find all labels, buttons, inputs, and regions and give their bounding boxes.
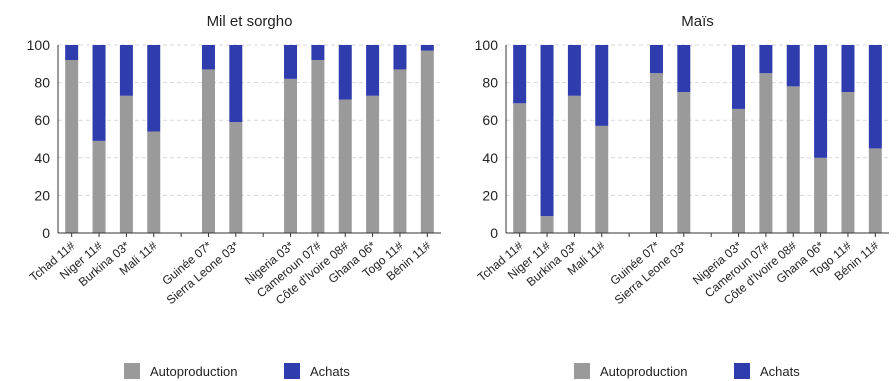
bar-achats-cote-d-ivoire-08	[338, 45, 352, 100]
bar-autoproduction-togo-11	[841, 92, 855, 233]
y-tick-label: 0	[490, 225, 498, 241]
bar-autoproduction-benin-11	[868, 148, 882, 233]
y-tick-label: 20	[482, 187, 498, 203]
y-tick-label: 100	[27, 37, 51, 53]
bar-autoproduction-mali-11	[147, 131, 161, 233]
bar-achats-cote-d-ivoire-08	[786, 45, 800, 87]
bar-autoproduction-benin-11	[420, 50, 434, 233]
y-tick-label: 80	[34, 75, 50, 91]
bar-achats-ghana-06	[814, 45, 828, 158]
bar-autoproduction-burkina-03	[567, 95, 581, 233]
bar-autoproduction-burkina-03	[119, 95, 133, 233]
bar-autoproduction-sierra-leone-03	[229, 122, 243, 233]
bar-achats-niger-11	[540, 45, 554, 217]
bar-autoproduction-cote-d-ivoire-08	[786, 86, 800, 233]
bar-achats-ghana-06	[366, 45, 380, 96]
bar-achats-togo-11	[393, 45, 407, 70]
bar-achats-nigeria-03	[732, 45, 746, 109]
bar-autoproduction-tchad-11	[65, 60, 79, 233]
legend-label-autoproduction: Autoproduction	[600, 364, 687, 379]
bar-autoproduction-nigeria-03	[732, 108, 746, 233]
bar-achats-burkina-03	[119, 45, 133, 96]
bar-autoproduction-sierra-leone-03	[677, 92, 691, 233]
bar-achats-mali-11	[595, 45, 609, 126]
bar-autoproduction-togo-11	[393, 69, 407, 233]
bar-achats-nigeria-03	[284, 45, 298, 79]
y-tick-label: 60	[34, 112, 50, 128]
legend-label-achats: Achats	[310, 364, 350, 379]
bar-achats-niger-11	[92, 45, 106, 141]
bar-achats-sierra-leone-03	[677, 45, 691, 92]
chart-title: Mil et sorgho	[207, 13, 293, 30]
bar-autoproduction-nigeria-03	[284, 78, 298, 233]
bar-autoproduction-cote-d-ivoire-08	[338, 99, 352, 234]
legend-swatch-achats	[284, 363, 300, 379]
legend-label-achats: Achats	[760, 364, 800, 379]
y-tick-label: 100	[475, 37, 499, 53]
chart-title: Maïs	[681, 13, 714, 30]
bar-autoproduction-tchad-11	[513, 103, 527, 233]
bar-achats-guinee-07	[201, 45, 215, 70]
legend-label-autoproduction: Autoproduction	[150, 364, 237, 379]
legend-swatch-autoproduction	[574, 363, 590, 379]
bar-achats-burkina-03	[567, 45, 581, 96]
bar-autoproduction-cameroun-07	[311, 60, 325, 233]
bar-achats-togo-11	[841, 45, 855, 92]
y-tick-label: 20	[34, 187, 50, 203]
bar-autoproduction-guinee-07	[649, 73, 663, 233]
bar-autoproduction-guinee-07	[201, 69, 215, 233]
legend: Autoproduction Achats Autoproduction Achats	[124, 363, 800, 379]
bar-achats-sierra-leone-03	[229, 45, 243, 123]
bar-autoproduction-ghana-06	[814, 157, 828, 233]
bar-achats-benin-11	[868, 45, 882, 149]
bar-autoproduction-cameroun-07	[759, 73, 773, 233]
bar-achats-cameroun-07	[311, 45, 325, 61]
bar-autoproduction-niger-11	[92, 140, 106, 233]
bar-achats-tchad-11	[513, 45, 527, 104]
bar-autoproduction-niger-11	[540, 216, 554, 233]
bar-achats-guinee-07	[649, 45, 663, 74]
bar-achats-cameroun-07	[759, 45, 773, 74]
bar-autoproduction-ghana-06	[366, 95, 380, 233]
y-tick-label: 0	[42, 225, 50, 241]
bar-achats-tchad-11	[65, 45, 79, 61]
legend-swatch-achats	[734, 363, 750, 379]
legend-swatch-autoproduction	[124, 363, 140, 379]
bar-achats-benin-11	[420, 45, 434, 51]
y-tick-label: 40	[34, 150, 50, 166]
y-tick-label: 80	[482, 75, 498, 91]
y-tick-label: 40	[482, 150, 498, 166]
bar-autoproduction-mali-11	[595, 125, 609, 233]
y-tick-label: 60	[482, 112, 498, 128]
bar-achats-mali-11	[147, 45, 161, 132]
legend-1: Autoproduction Achats	[124, 363, 350, 379]
legend-2: Autoproduction Achats	[574, 363, 800, 379]
